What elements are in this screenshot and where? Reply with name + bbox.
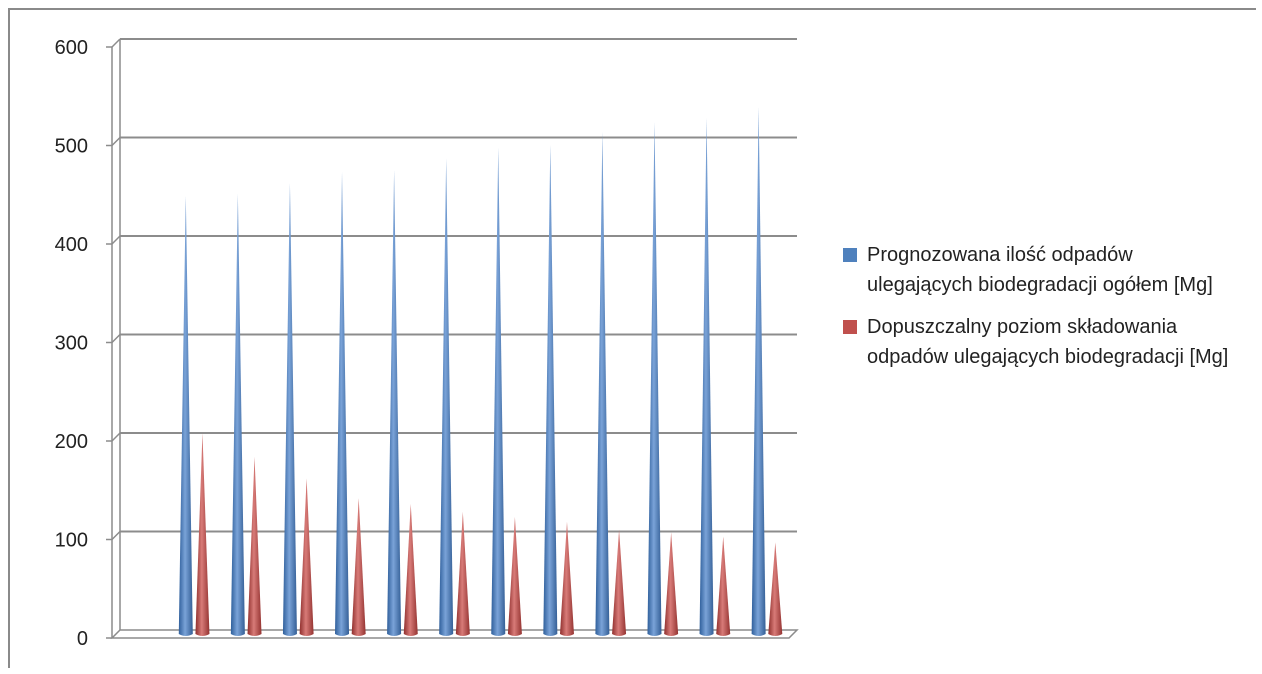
allowed-cone xyxy=(247,456,262,636)
allowed-cone xyxy=(455,511,470,636)
chart-frame xyxy=(8,8,1256,668)
y-tick-label: 500 xyxy=(55,136,88,158)
y-tick-labels: 0 100 200 300 400 500 600 xyxy=(55,37,88,650)
floor-plane xyxy=(110,629,799,639)
y-tick-label: 300 xyxy=(55,333,88,355)
gridline-depth xyxy=(111,38,121,48)
forecast-cone xyxy=(595,131,610,636)
forecast-cone xyxy=(647,121,662,637)
gridline-depth xyxy=(111,432,121,442)
allowed-cone xyxy=(351,498,366,636)
forecast-cone xyxy=(387,170,402,636)
forecast-cone xyxy=(439,158,454,636)
legend-label-allowed: Dopuszczalny poziom składowania odpadów … xyxy=(867,316,1229,368)
forecast-cone xyxy=(751,107,766,636)
allowed-cone xyxy=(299,478,314,636)
forecast-cone xyxy=(491,147,506,636)
y-tick-label: 600 xyxy=(55,37,88,59)
forecast-cone xyxy=(178,195,193,637)
allowed-cone xyxy=(716,536,731,636)
series-layer xyxy=(178,107,783,637)
forecast-cone xyxy=(282,182,297,636)
gridline-depth xyxy=(111,530,121,541)
grid-layer xyxy=(106,38,797,639)
axes-layer xyxy=(110,39,799,639)
legend-item-allowed: Dopuszczalny poziom składowania odpadów … xyxy=(843,312,1243,372)
gridline-depth xyxy=(111,235,121,245)
gridline-depth xyxy=(111,333,121,344)
allowed-cone xyxy=(612,529,627,636)
allowed-cone xyxy=(664,532,679,636)
allowed-cone xyxy=(403,503,418,636)
allowed-cone xyxy=(195,433,210,636)
legend-swatch-forecast xyxy=(843,248,857,262)
legend-swatch-allowed xyxy=(843,320,857,334)
gridline-depth xyxy=(111,136,121,147)
y-tick-label: 400 xyxy=(55,234,88,256)
allowed-cone xyxy=(768,542,783,636)
allowed-cone xyxy=(507,516,522,636)
forecast-cone xyxy=(335,172,350,636)
forecast-cone xyxy=(230,193,245,636)
legend-item-forecast: Prognozowana ilość odpadów ulegających b… xyxy=(843,240,1243,300)
legend: Prognozowana ilość odpadów ulegających b… xyxy=(843,240,1243,384)
y-tick-label: 100 xyxy=(55,530,88,552)
forecast-cone xyxy=(543,144,558,636)
y-tick-label: 200 xyxy=(55,431,88,453)
legend-label-forecast: Prognozowana ilość odpadów ulegających b… xyxy=(867,244,1213,296)
forecast-cone xyxy=(699,117,714,637)
allowed-cone xyxy=(559,521,574,636)
y-tick-label: 0 xyxy=(77,628,88,650)
